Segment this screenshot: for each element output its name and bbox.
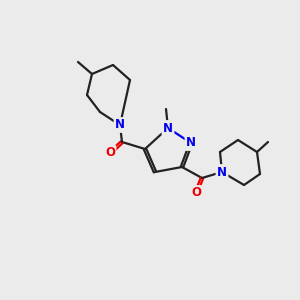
Text: N: N — [115, 118, 125, 131]
Text: N: N — [217, 166, 227, 178]
Text: N: N — [186, 136, 196, 149]
Text: O: O — [191, 187, 201, 200]
Text: N: N — [163, 122, 173, 134]
Text: O: O — [105, 146, 115, 160]
